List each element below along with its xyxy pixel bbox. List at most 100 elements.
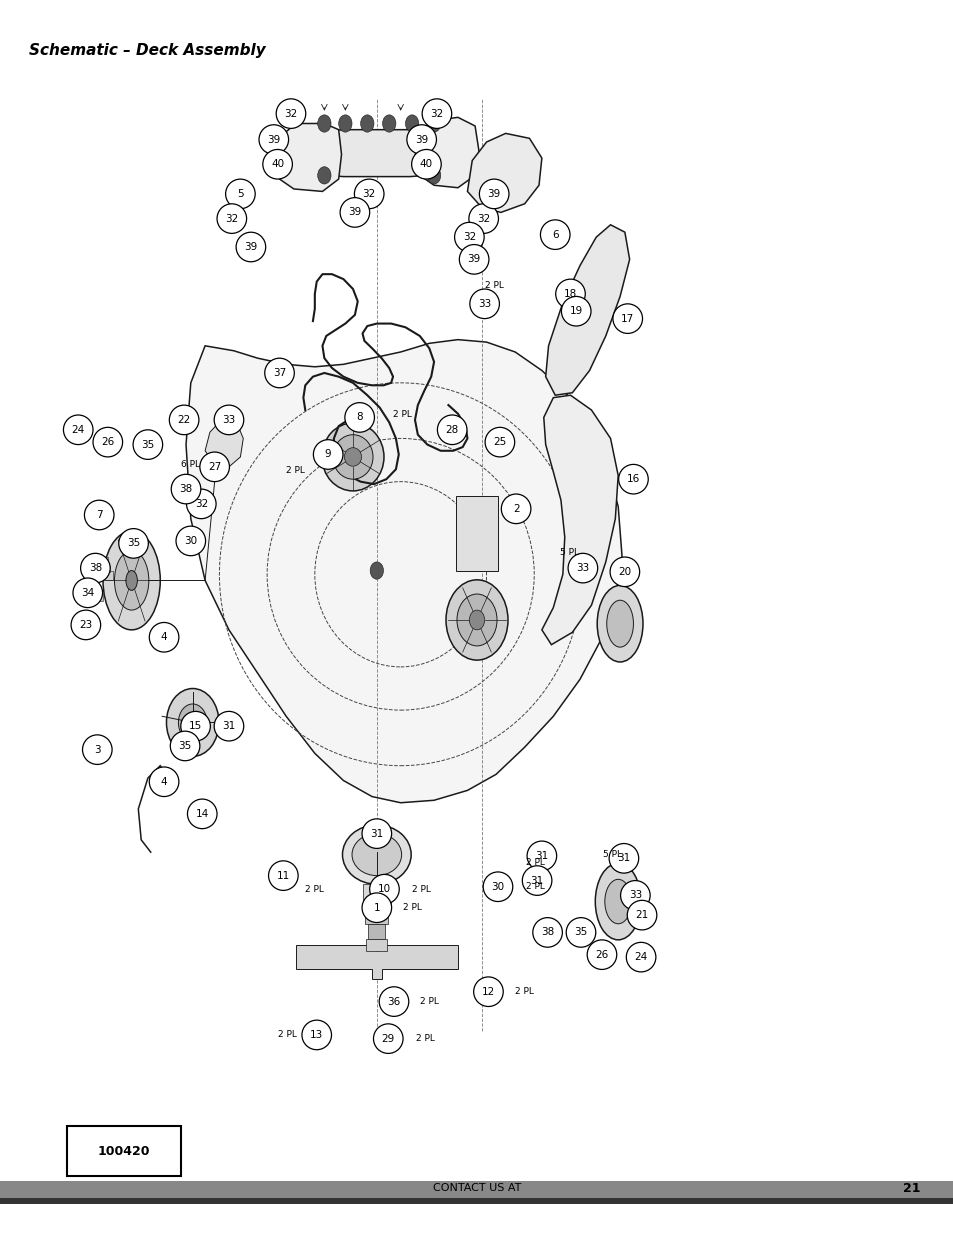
Circle shape [338,115,352,132]
Ellipse shape [92,427,122,457]
Text: 31: 31 [617,853,630,863]
Polygon shape [541,395,618,645]
Text: 39: 39 [267,135,280,144]
Ellipse shape [82,735,112,764]
Polygon shape [205,420,243,467]
Ellipse shape [84,500,113,530]
Ellipse shape [213,405,243,435]
Bar [87,587,100,593]
Ellipse shape [370,874,398,904]
Ellipse shape [626,900,656,930]
Text: 39: 39 [244,242,257,252]
Text: 13: 13 [310,1030,323,1040]
Ellipse shape [479,179,509,209]
Ellipse shape [618,464,648,494]
Ellipse shape [321,424,383,492]
Text: 39: 39 [415,135,428,144]
Text: 32: 32 [362,189,375,199]
Text: 32: 32 [462,232,476,242]
Text: 2 PL: 2 PL [484,280,503,290]
Text: 36: 36 [387,997,400,1007]
Ellipse shape [610,557,639,587]
Text: 5 PL: 5 PL [559,547,578,557]
Ellipse shape [225,179,255,209]
Text: 38: 38 [89,563,102,573]
Text: 2 PL: 2 PL [525,882,544,892]
Ellipse shape [301,1020,331,1050]
Text: 30: 30 [184,536,197,546]
Ellipse shape [362,893,391,923]
Text: 5: 5 [237,189,243,199]
Text: 26: 26 [101,437,114,447]
Polygon shape [467,133,541,212]
Ellipse shape [72,578,102,608]
Ellipse shape [458,245,488,274]
Text: 2 PL: 2 PL [416,1034,435,1044]
Ellipse shape [406,125,436,154]
Ellipse shape [454,222,483,252]
Bar [368,924,385,939]
Text: 33: 33 [477,299,491,309]
Text: 35: 35 [127,538,140,548]
Ellipse shape [213,711,243,741]
Polygon shape [415,117,478,188]
Text: 38: 38 [540,927,554,937]
Text: 26: 26 [595,950,608,960]
Bar [362,884,391,906]
Text: 14: 14 [195,809,209,819]
Text: 31: 31 [222,721,235,731]
Text: 20: 20 [618,567,631,577]
Ellipse shape [268,861,297,890]
Text: 40: 40 [271,159,284,169]
Ellipse shape [119,529,149,558]
Ellipse shape [180,711,210,741]
Text: 2 PL: 2 PL [515,987,534,997]
Text: 5 PL: 5 PL [602,850,621,860]
Ellipse shape [373,1024,402,1053]
Text: 39: 39 [467,254,480,264]
Polygon shape [291,130,457,177]
Text: Schematic – Deck Assembly: Schematic – Deck Assembly [29,43,265,58]
Bar [93,571,112,580]
Ellipse shape [469,204,497,233]
Ellipse shape [565,918,595,947]
Ellipse shape [608,844,639,873]
Text: 2 PL: 2 PL [305,884,324,894]
Text: 10: 10 [377,884,391,894]
Ellipse shape [411,149,440,179]
Text: 21: 21 [902,1182,920,1194]
Circle shape [317,167,331,184]
Text: 18: 18 [563,289,577,299]
Text: 19: 19 [569,306,582,316]
Text: 39: 39 [348,207,361,217]
Ellipse shape [340,198,369,227]
Text: 30: 30 [491,882,504,892]
Ellipse shape [187,799,216,829]
Ellipse shape [606,600,633,647]
Text: 29: 29 [381,1034,395,1044]
Ellipse shape [539,220,570,249]
Ellipse shape [187,715,198,730]
Text: 33: 33 [222,415,235,425]
Ellipse shape [625,942,656,972]
Text: 100420: 100420 [97,1145,151,1157]
Text: 31: 31 [370,829,383,839]
Text: 38: 38 [179,484,193,494]
Text: 2 PL: 2 PL [525,857,544,867]
Ellipse shape [521,866,551,895]
Ellipse shape [567,553,597,583]
Text: 3: 3 [94,745,100,755]
Text: 15: 15 [189,721,202,731]
Ellipse shape [619,881,650,910]
Ellipse shape [595,863,640,940]
Text: 35: 35 [178,741,192,751]
Polygon shape [545,225,629,395]
Ellipse shape [362,819,391,848]
Ellipse shape [501,494,530,524]
Ellipse shape [352,834,401,876]
Ellipse shape [170,405,198,435]
Text: 32: 32 [194,499,208,509]
Text: CONTACT US AT: CONTACT US AT [433,1183,520,1193]
Ellipse shape [612,304,642,333]
Text: 2 PL: 2 PL [402,903,421,913]
